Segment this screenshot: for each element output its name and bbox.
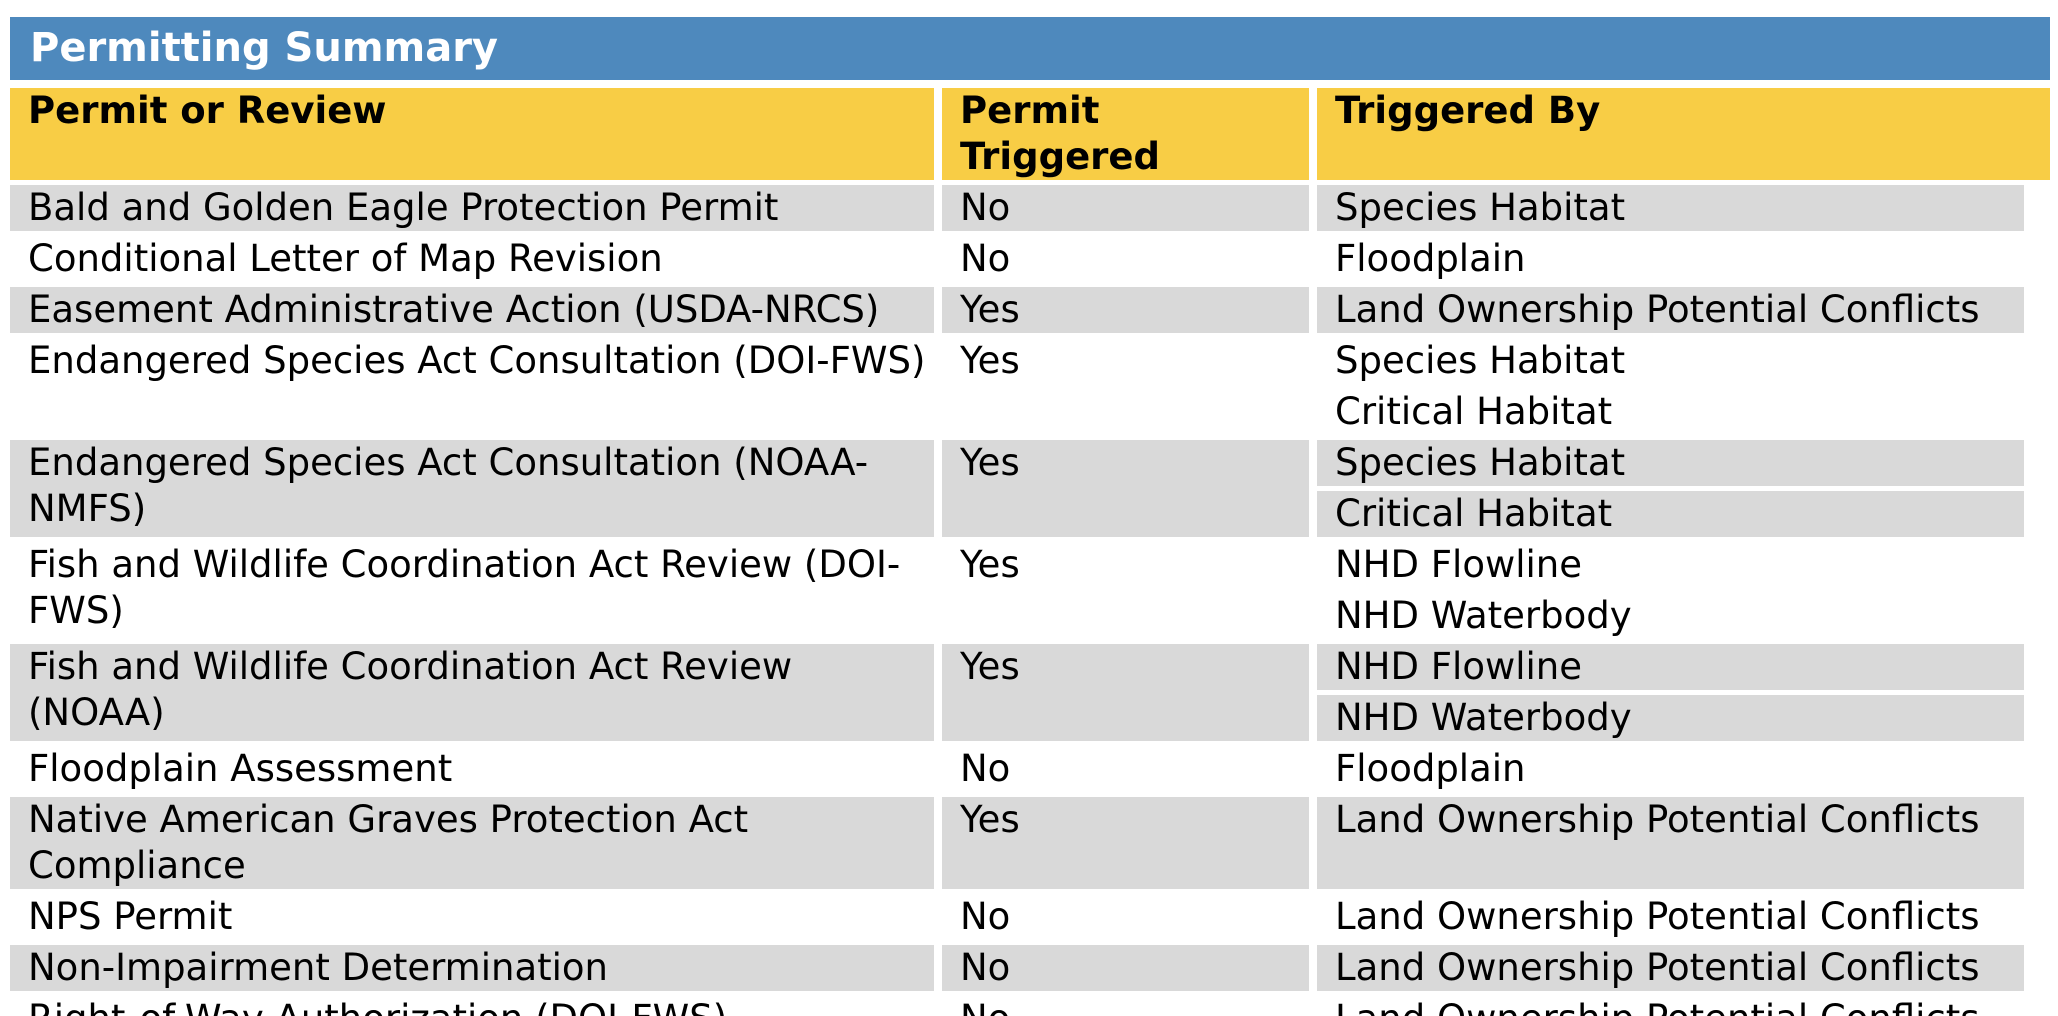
permit-name-line: FWS) [28,589,124,632]
triggered-by-item: NHD Flowline [1317,644,2024,690]
triggered-by-item: Land Ownership Potential Conflicts [1317,945,2024,991]
triggered-by-cell: Land Ownership Potential Conflicts [1317,894,2050,940]
triggered-by-cell: Species Habitat Critical Habitat [1317,440,2050,537]
permit-name-line: Endangered Species Act Consultation (NOA… [28,441,869,484]
permit-name-cell: Bald and Golden Eagle Protection Permit [10,185,942,231]
permit-name-cell: Endangered Species Act Consultation (DOI… [10,338,942,435]
table-row: NPS Permit No Land Ownership Potential Con… [10,894,2050,940]
permit-name-cell: Native American Graves Protection Act Co… [10,797,942,889]
permit-name-cell: Non-Impairment Determination [10,945,942,991]
permit-triggered-cell: No [942,185,1317,231]
header-permit-triggered: Permit Triggered [942,88,1317,180]
permit-name-line: Fish and Wildlife Coordination Act Revie… [28,543,901,586]
header-triggered-by: Triggered By [1317,88,2050,180]
permit-triggered-cell: No [942,996,1317,1016]
table-row: Non-Impairment Determination No Land Owner… [10,945,2050,991]
permit-triggered-cell: No [942,894,1317,940]
permit-triggered-cell: No [942,746,1317,792]
triggered-by-item: Critical Habitat [1335,390,1613,433]
triggered-by-cell: Land Ownership Potential Conflicts [1317,996,2050,1016]
permit-name-cell: Conditional Letter of Map Revision [10,236,942,282]
permit-triggered-cell: Yes [942,542,1317,639]
triggered-by-cell: Floodplain [1317,236,2050,282]
permit-triggered-cell: No [942,236,1317,282]
triggered-by-item: Critical Habitat [1317,491,2024,537]
table-row: Native American Graves Protection Act Co… [10,797,2050,889]
table-row: Fish and Wildlife Coordination Act Revie… [10,644,2050,741]
triggered-by-cell: Floodplain [1317,746,2050,792]
permit-name-cell: Endangered Species Act Consultation (NOA… [10,440,942,537]
triggered-by-item: Land Ownership Potential Conflicts [1317,287,2024,333]
triggered-by-item: Species Habitat [1335,339,1626,382]
triggered-by-cell: Land Ownership Potential Conflicts [1317,945,2050,991]
permit-triggered-cell: No [942,945,1317,991]
table-header-row: Permit or Review Permit Triggered Trigge… [10,88,2050,180]
table-row: Floodplain Assessment No Floodplain [10,746,2050,792]
permit-name-cell: Easement Administrative Action (USDA-NRC… [10,287,942,333]
triggered-by-item: Land Ownership Potential Conflicts [1317,797,2024,843]
triggered-by-item: NHD Waterbody [1317,695,2024,741]
permitting-summary-panel: Permitting Summary Permit or Review Perm… [10,17,2050,1016]
permit-name-line: NMFS) [28,487,147,530]
triggered-by-item: Species Habitat [1317,185,2024,231]
permit-name-cell: Right-of-Way Authorization (DOI-FWS) [10,996,942,1016]
triggered-by-cell: Land Ownership Potential Conflicts [1317,797,2050,889]
triggered-by-cell: NHD Flowline NHD Waterbody [1317,644,2050,741]
triggered-by-item: Land Ownership Potential Conflicts [1335,895,1980,938]
table-row: Bald and Golden Eagle Protection Permit N… [10,185,2050,231]
header-permit-or-review: Permit or Review [10,88,942,180]
permits-table: Permit or Review Permit Triggered Trigge… [10,83,2050,1016]
permit-name-cell: Fish and Wildlife Coordination Act Revie… [10,644,942,741]
permit-triggered-cell: Yes [942,287,1317,333]
triggered-by-item: Floodplain [1335,237,1526,280]
permit-triggered-cell: Yes [942,797,1317,889]
triggered-by-cell: NHD Flowline NHD Waterbody [1317,542,2050,639]
table-row: Endangered Species Act Consultation (NOA… [10,440,2050,537]
triggered-by-cell: Land Ownership Potential Conflicts [1317,287,2050,333]
triggered-by-item: NHD Flowline [1335,543,1582,586]
triggered-by-item: Species Habitat [1317,440,2024,486]
table-row: Endangered Species Act Consultation (DOI… [10,338,2050,435]
triggered-by-cell: Species Habitat Critical Habitat [1317,338,2050,435]
permit-triggered-cell: Yes [942,440,1317,537]
permit-name-cell: Fish and Wildlife Coordination Act Revie… [10,542,942,639]
triggered-by-item: Land Ownership Potential Conflicts [1317,996,2024,1016]
table-row: Fish and Wildlife Coordination Act Revie… [10,542,2050,639]
permit-triggered-cell: Yes [942,338,1317,435]
table-body: Bald and Golden Eagle Protection Permit N… [10,185,2050,1016]
table-row: Easement Administrative Action (USDA-NRC… [10,287,2050,333]
table-row: Conditional Letter of Map Revision No Floo… [10,236,2050,282]
triggered-by-cell: Species Habitat [1317,185,2050,231]
permit-name-cell: Floodplain Assessment [10,746,942,792]
panel-title: Permitting Summary [10,17,2050,80]
triggered-by-item: NHD Waterbody [1335,594,1632,637]
permit-triggered-cell: Yes [942,644,1317,741]
permit-name-cell: NPS Permit [10,894,942,940]
table-row: Right-of-Way Authorization (DOI-FWS)NoLa… [10,996,2050,1016]
triggered-by-item: Floodplain [1335,747,1526,790]
